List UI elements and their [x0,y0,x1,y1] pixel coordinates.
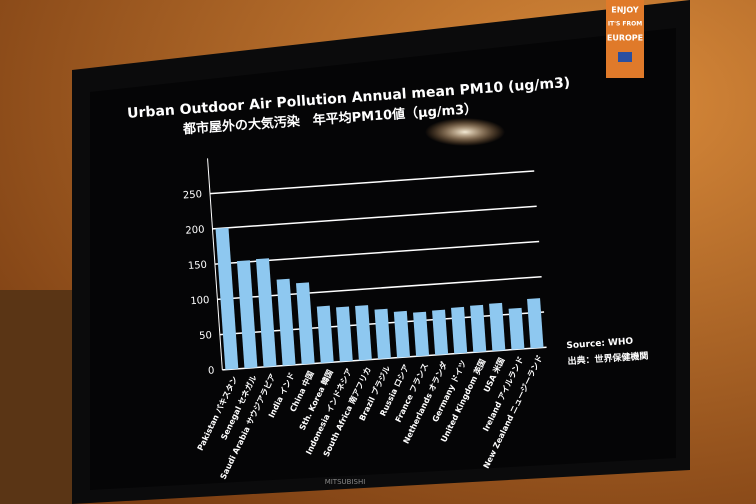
bar [355,305,372,361]
tv-screen [90,28,676,490]
bar [336,306,353,362]
bar [215,227,239,370]
logo-box [606,0,644,78]
logo-line: IT'S FROM [608,21,642,28]
grid-line [212,205,537,230]
bar [295,282,315,365]
bar [316,305,334,363]
y-tick-label: 50 [199,330,212,342]
brand: MITSUBISHI [325,478,366,486]
chart: Urban Outdoor Air Pollution Annual mean … [127,75,649,481]
bar [508,307,525,350]
logo-line: EUROPE [607,34,643,43]
bar [451,306,468,354]
bar [413,311,430,357]
bar [374,308,391,359]
bar [432,309,449,355]
y-tick-label: 200 [185,224,205,236]
logo-line: ENJOY [611,6,639,15]
frame [0,290,72,504]
bar [489,302,506,351]
bar [255,258,277,367]
eu-flag [618,52,632,62]
bar [276,278,296,366]
grid-line [209,170,535,195]
glare [425,118,505,146]
y-tick-label: 250 [183,189,203,201]
source: Source: WHO [566,337,634,352]
y-tick-label: 0 [208,365,215,376]
bar [470,304,487,353]
bar [393,310,410,358]
y-axis [207,158,223,370]
y-tick-label: 100 [190,295,210,307]
bar [236,260,258,369]
bar [527,298,544,349]
y-tick-label: 150 [188,260,208,272]
